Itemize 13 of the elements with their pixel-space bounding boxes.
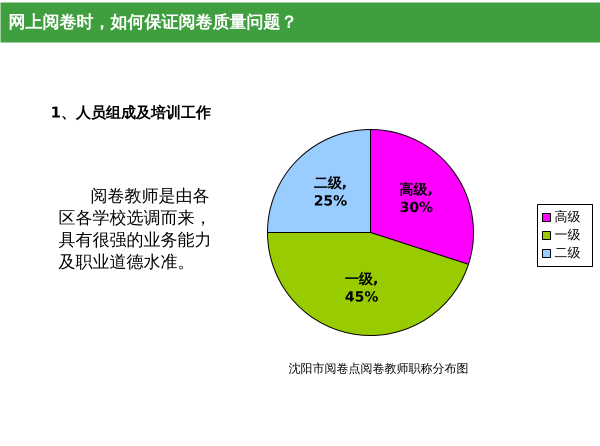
data-label: 二级, 25% bbox=[314, 175, 348, 210]
chart-title: 网上阅卷时，如何保证阅卷质量问题？ bbox=[8, 12, 298, 32]
data-label: 一级, 45% bbox=[344, 271, 378, 306]
text: 具有很强的业务能力 bbox=[58, 230, 212, 250]
data-label: 高级, 30% bbox=[400, 181, 434, 216]
legend-label: 高级 bbox=[554, 209, 580, 225]
text: 区各学校选调而来， bbox=[58, 208, 212, 228]
text: 阅卷教师是由各 bbox=[90, 186, 210, 206]
legend-label: 二级 bbox=[554, 246, 580, 261]
text: 及职业道德水准。 bbox=[58, 252, 194, 272]
text: 1、人员组成及培训工作 bbox=[50, 104, 211, 122]
legend-label: 一级 bbox=[554, 228, 580, 243]
text: 沈阳市阅卷点阅卷教师职称分布图 bbox=[288, 362, 468, 376]
